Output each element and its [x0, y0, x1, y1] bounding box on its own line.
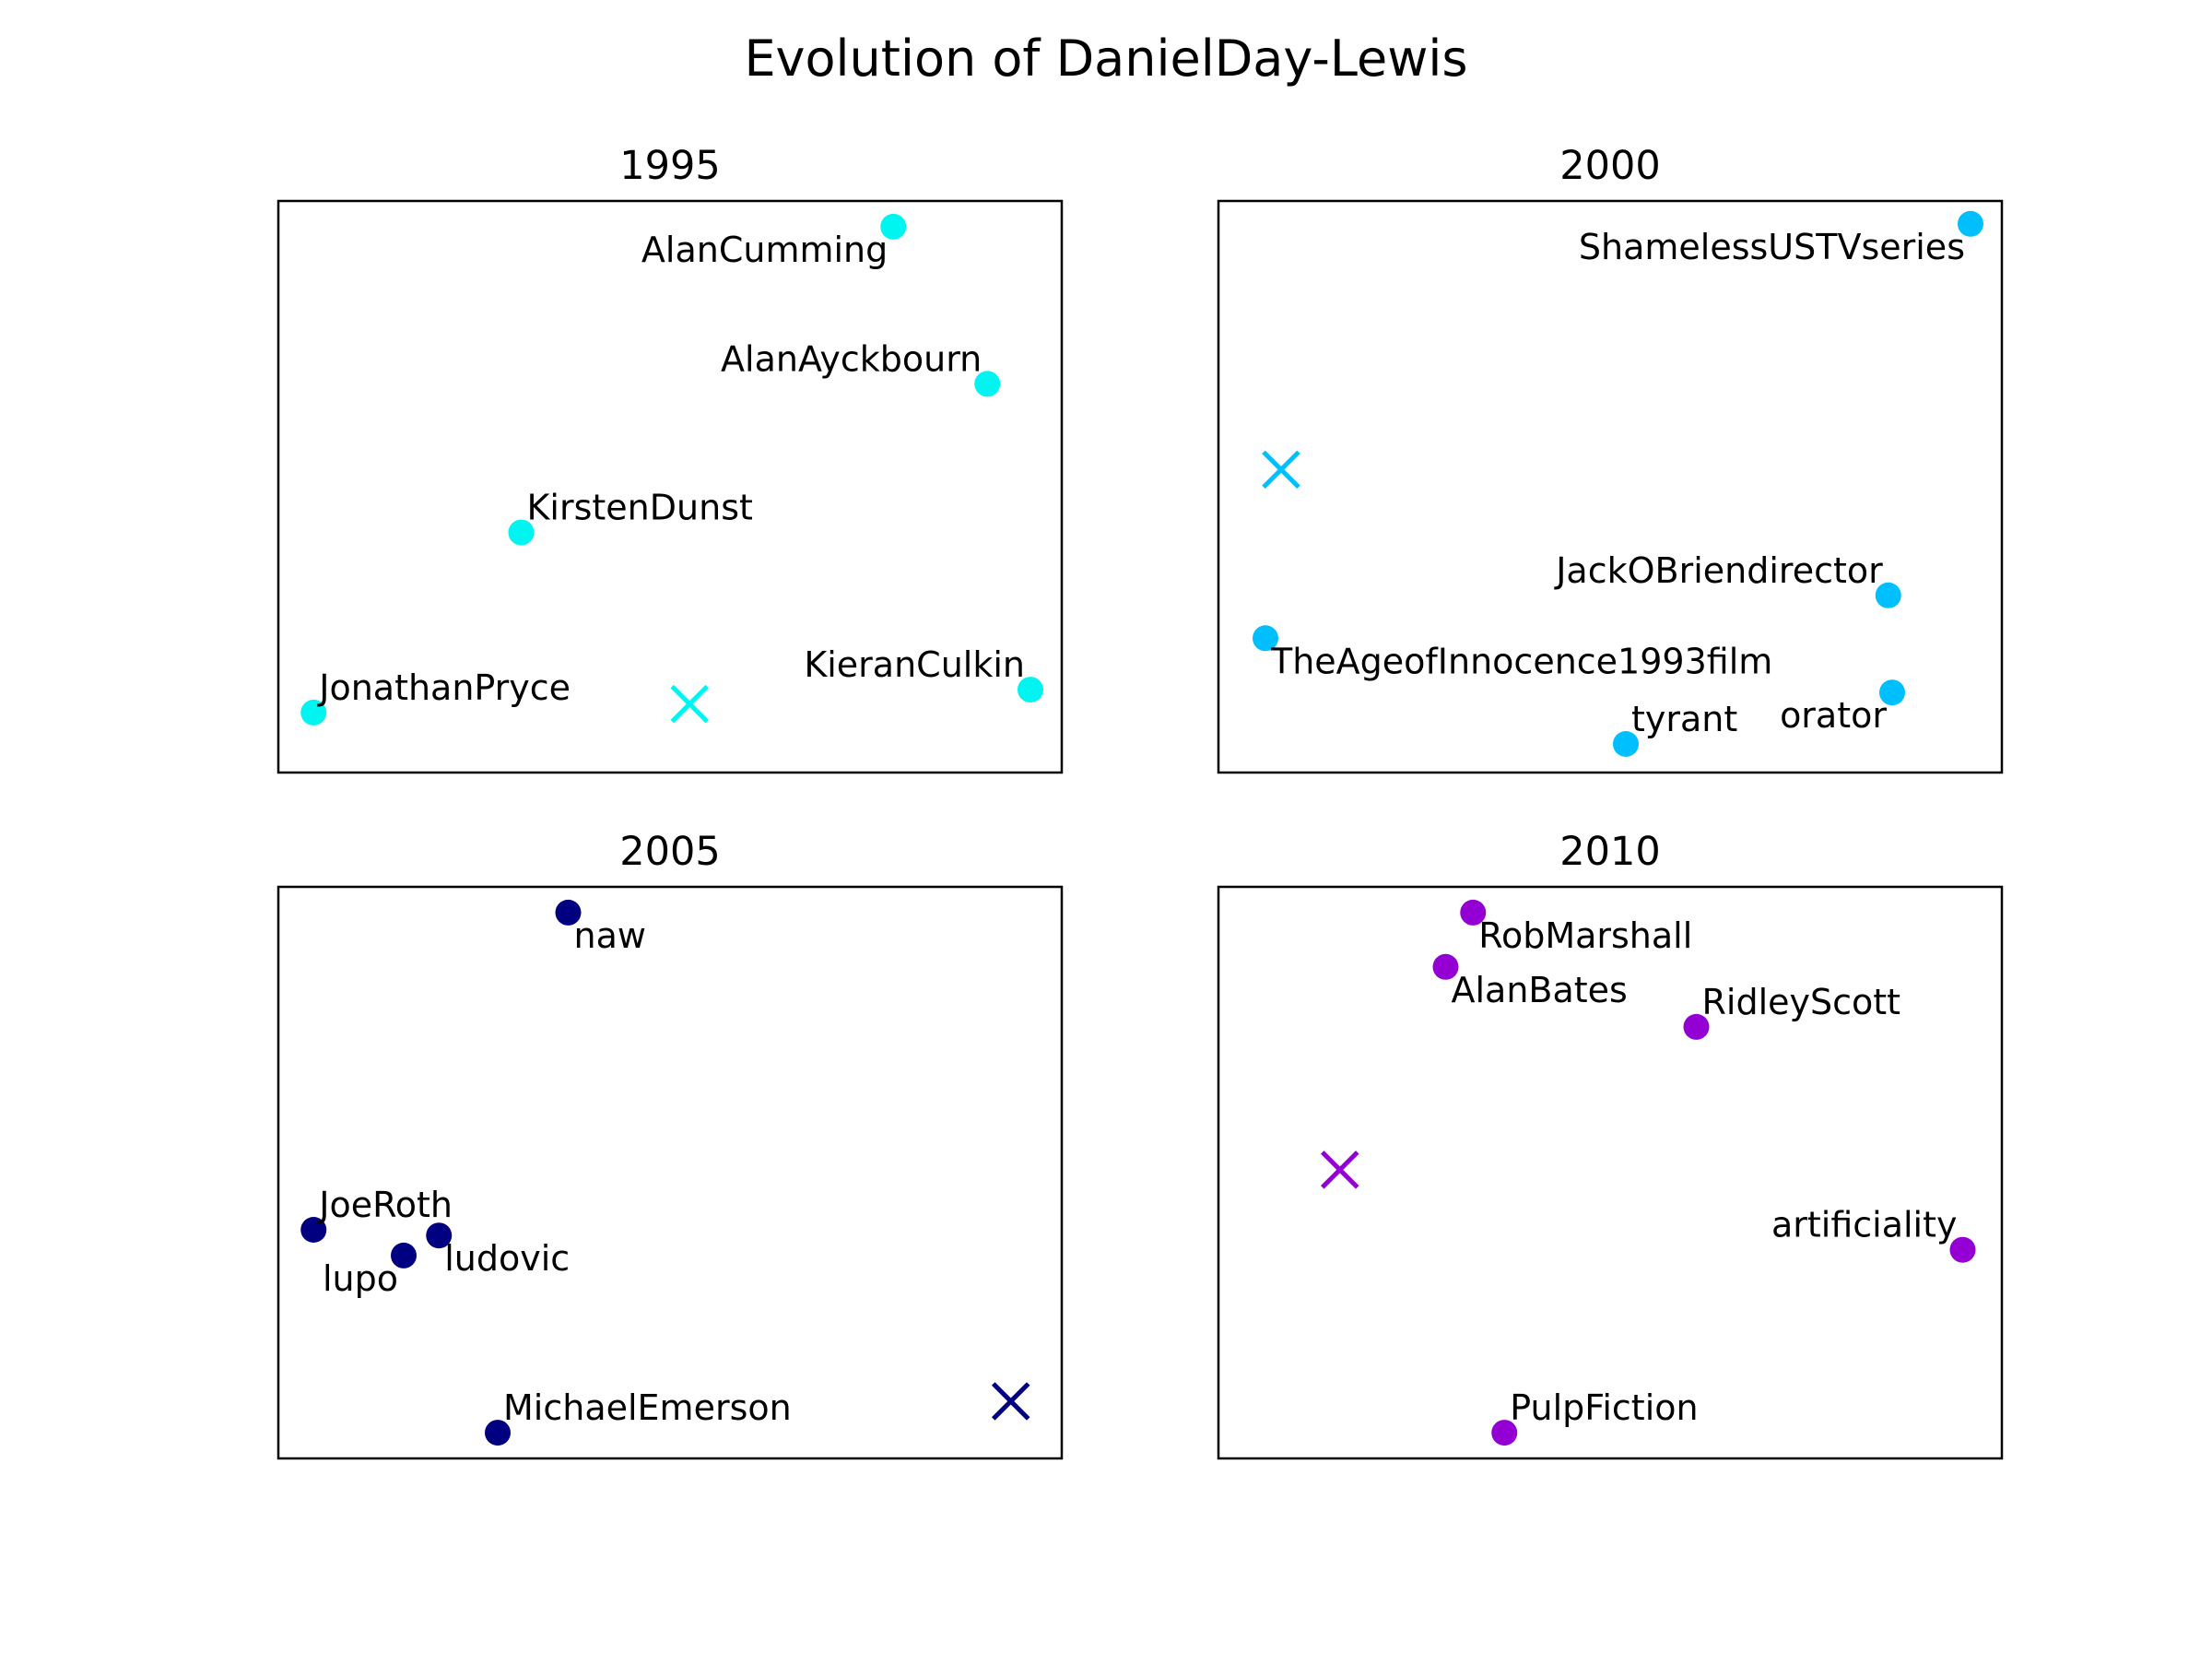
center-marker	[1320, 1151, 1359, 1189]
axes-frame	[1217, 199, 2004, 774]
axes-frame	[276, 885, 1064, 1460]
point-label: KirstenDunst	[527, 488, 753, 528]
data-point	[974, 371, 1001, 397]
point-label: lupo	[323, 1258, 398, 1299]
point-label: PulpFiction	[1510, 1387, 1698, 1428]
center-marker	[1262, 450, 1300, 490]
chart-title: Evolution of DanielDay-Lewis	[744, 30, 1467, 88]
panel-2005: 2005 naw JoeRoth ludovic lupo MichaelEmerson	[276, 829, 1064, 1460]
point-label: orator	[1780, 695, 1887, 736]
data-point	[300, 1217, 327, 1243]
data-point	[1879, 679, 1905, 706]
point-label: JackOBriendirector	[1554, 550, 1883, 591]
center-marker	[670, 684, 710, 724]
data-point	[1683, 1013, 1710, 1040]
point-label: JonathanPryce	[317, 667, 571, 708]
panel-2000: 2000 ShamelessUSTVseries JackOBriendirecto…	[1217, 143, 2004, 774]
point-label: TheAgeofInnocence1993film	[1270, 641, 1772, 681]
point-label: KieranCulkin	[804, 644, 1025, 685]
data-point	[1253, 625, 1278, 652]
data-point	[1018, 677, 1043, 703]
point-label: AlanBates	[1452, 970, 1628, 1010]
point-label: RidleyScott	[1702, 982, 1901, 1022]
point-label: ludovic	[444, 1238, 570, 1279]
data-point	[1460, 899, 1487, 926]
point-label: MichaelEmerson	[503, 1387, 792, 1428]
point-label: artificiality	[1771, 1205, 1958, 1245]
data-point	[1875, 582, 1901, 608]
panel-2010: 2010 RobMarshall AlanBates RidleyScott artif…	[1217, 829, 2004, 1460]
axes-frame	[276, 199, 1064, 774]
data-point	[391, 1242, 417, 1269]
data-point	[508, 519, 535, 546]
point-label: tyrant	[1631, 699, 1737, 739]
data-point	[1949, 1236, 1976, 1263]
data-point	[1613, 731, 1639, 757]
axes-frame	[1217, 885, 2004, 1460]
point-label: AlanCumming	[641, 230, 888, 270]
point-label: naw	[574, 915, 646, 956]
data-point	[300, 699, 327, 726]
point-label: JoeRoth	[317, 1185, 453, 1225]
center-marker	[991, 1382, 1030, 1421]
data-point	[555, 899, 582, 926]
data-point	[880, 213, 907, 240]
panel-title: 2005	[619, 829, 720, 875]
panel-title: 2000	[1559, 143, 1660, 189]
data-point	[1958, 210, 1983, 237]
data-point	[485, 1420, 511, 1446]
point-label: AlanAyckbourn	[721, 338, 982, 379]
data-point	[1432, 953, 1459, 980]
panel-title: 1995	[619, 143, 720, 189]
data-point	[426, 1222, 453, 1249]
panel-1995: 1995 AlanCumming AlanAyckbourn KirstenDunst…	[276, 143, 1064, 774]
panel-title: 2010	[1559, 829, 1660, 875]
data-point	[1491, 1420, 1518, 1446]
point-label: ShamelessUSTVseries	[1579, 227, 1965, 267]
point-label: RobMarshall	[1478, 915, 1692, 956]
